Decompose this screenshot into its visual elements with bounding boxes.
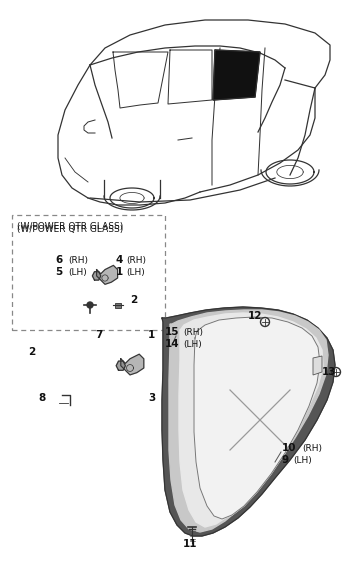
Text: 1: 1 <box>116 267 123 277</box>
Polygon shape <box>179 313 323 527</box>
Text: 9: 9 <box>282 455 289 465</box>
Polygon shape <box>169 310 328 532</box>
Bar <box>115 303 121 308</box>
Bar <box>12 215 165 330</box>
Circle shape <box>87 302 93 308</box>
Text: 11: 11 <box>183 539 198 549</box>
Text: (LH): (LH) <box>293 456 312 464</box>
Text: (W/POWER QTR GLASS): (W/POWER QTR GLASS) <box>17 225 123 234</box>
Text: 14: 14 <box>165 339 180 349</box>
Polygon shape <box>97 265 118 284</box>
Text: (W/POWER QTR GLASS): (W/POWER QTR GLASS) <box>17 222 123 231</box>
Text: (LH): (LH) <box>183 340 202 348</box>
Text: 8: 8 <box>38 393 45 403</box>
Text: (RH): (RH) <box>68 255 88 265</box>
Polygon shape <box>313 356 322 375</box>
Text: 2: 2 <box>130 295 137 305</box>
Text: (LH): (LH) <box>68 267 87 277</box>
Polygon shape <box>92 272 101 280</box>
Polygon shape <box>194 317 320 519</box>
Polygon shape <box>162 307 335 536</box>
Text: 1: 1 <box>148 330 155 340</box>
Text: 3: 3 <box>148 393 155 403</box>
Text: 5: 5 <box>55 267 62 277</box>
Text: 12: 12 <box>248 311 262 321</box>
Text: 10: 10 <box>282 443 297 453</box>
Text: (RH): (RH) <box>183 328 203 336</box>
Text: 4: 4 <box>116 255 124 265</box>
Polygon shape <box>213 50 260 100</box>
Text: 2: 2 <box>28 347 35 357</box>
Polygon shape <box>116 361 125 370</box>
Text: (RH): (RH) <box>126 255 146 265</box>
Text: (RH): (RH) <box>302 443 322 452</box>
Text: 13: 13 <box>322 367 336 377</box>
Text: 6: 6 <box>55 255 62 265</box>
Text: (LH): (LH) <box>126 267 145 277</box>
Text: 7: 7 <box>95 330 102 340</box>
Text: 15: 15 <box>165 327 179 337</box>
Polygon shape <box>121 354 144 375</box>
